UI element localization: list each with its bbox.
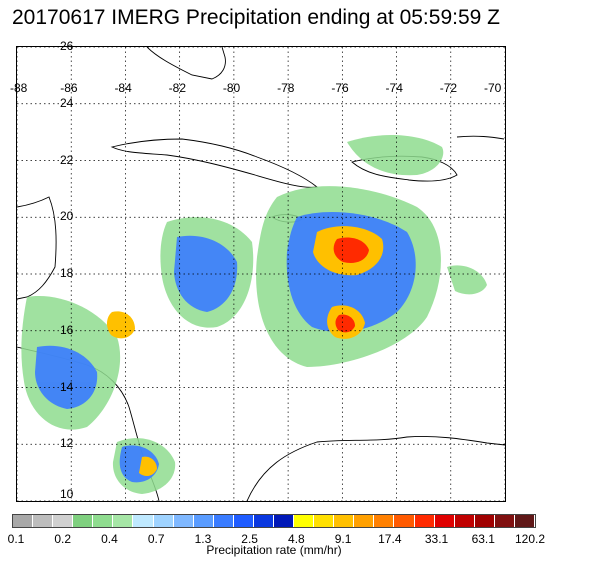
colorbar-swatch bbox=[414, 515, 435, 527]
lat-tick-label: 20 bbox=[60, 209, 74, 224]
colorbar-swatch bbox=[193, 515, 214, 527]
lon-tick-label: -88 bbox=[10, 81, 28, 95]
colorbar-tick-label: 0.4 bbox=[101, 532, 118, 546]
colorbar-swatch bbox=[153, 515, 174, 527]
colorbar-swatch bbox=[33, 515, 54, 527]
precipitation-map bbox=[16, 46, 506, 502]
lat-tick-label: 22 bbox=[60, 152, 74, 167]
colorbar-swatch bbox=[213, 515, 234, 527]
lat-tick-label: 18 bbox=[60, 266, 74, 280]
colorbar-tick-label: 0.2 bbox=[54, 532, 72, 546]
colorbar-label: Precipitation rate (mm/hr) bbox=[206, 543, 342, 557]
colorbar-swatch bbox=[454, 515, 475, 527]
colorbar-swatch bbox=[113, 515, 134, 527]
colorbar-swatch bbox=[173, 515, 194, 527]
colorbar-swatch bbox=[374, 515, 395, 527]
colorbar-swatch bbox=[253, 515, 275, 527]
colorbar-swatch bbox=[13, 515, 34, 527]
colorbar-swatch bbox=[354, 515, 375, 527]
lat-tick-label: 26 bbox=[60, 39, 74, 53]
precip-light bbox=[21, 135, 487, 494]
colorbar-swatch bbox=[93, 515, 114, 527]
map-title: 20170617 IMERG Precipitation ending at 0… bbox=[12, 6, 500, 29]
cuba-coast bbox=[110, 138, 319, 188]
colorbar-swatch bbox=[274, 515, 295, 527]
colorbar-swatch bbox=[53, 515, 74, 527]
colorbar-swatch bbox=[434, 515, 455, 527]
lon-tick-label: -74 bbox=[385, 81, 403, 95]
colorbar-swatch bbox=[294, 515, 315, 527]
colorbar-swatch bbox=[233, 515, 254, 527]
colorbar-tick-label: 33.1 bbox=[424, 532, 449, 546]
map-canvas bbox=[17, 47, 505, 501]
yucatan-coast bbox=[17, 196, 57, 300]
lon-tick-label: -84 bbox=[114, 81, 132, 95]
colorbar-tick-label: 2.5 bbox=[241, 532, 258, 546]
colorbar-tick-label: 0.7 bbox=[147, 532, 165, 546]
lon-tick-label: -70 bbox=[484, 81, 502, 95]
lat-tick-label: 14 bbox=[60, 379, 74, 394]
colorbar-tick-label: 63.1 bbox=[471, 532, 495, 546]
colorbar-swatch bbox=[73, 515, 94, 527]
colorbar-swatch bbox=[494, 515, 515, 527]
colorbar-swatch bbox=[314, 515, 335, 527]
colorbar-swatch bbox=[394, 515, 415, 527]
lat-tick-label: 24 bbox=[60, 95, 74, 110]
colorbar-tick-label: 1.3 bbox=[194, 532, 212, 546]
lon-tick-label: -72 bbox=[439, 81, 458, 95]
lon-tick-label: -76 bbox=[331, 81, 349, 95]
colorbar-tick-label: 17.4 bbox=[378, 532, 402, 546]
lat-tick-label: 10 bbox=[60, 487, 74, 501]
colorbar-swatch bbox=[514, 515, 536, 527]
lat-tick-label: 16 bbox=[60, 322, 74, 337]
colorbar-swatch bbox=[334, 515, 355, 527]
precipitation-colorbar bbox=[12, 514, 536, 528]
puerto-rico-coast bbox=[456, 135, 505, 140]
lon-tick-label: -80 bbox=[222, 81, 241, 95]
colorbar-swatch bbox=[133, 515, 154, 527]
lon-tick-label: -82 bbox=[168, 81, 186, 95]
colorbar-swatch bbox=[474, 515, 495, 527]
lon-tick-label: -78 bbox=[277, 81, 295, 95]
colorbar-tick-label: 0.1 bbox=[7, 532, 25, 546]
colorbar-tick-label: 120.2 bbox=[514, 532, 546, 546]
florida-coast bbox=[146, 47, 226, 80]
south-america-coast bbox=[246, 436, 505, 501]
lon-tick-label: -86 bbox=[60, 81, 78, 95]
lat-tick-label: 12 bbox=[60, 436, 74, 451]
colorbar-tick-label: 4.8 bbox=[288, 532, 305, 546]
precip-intense bbox=[333, 237, 369, 333]
lat-lon-grid bbox=[17, 47, 505, 501]
colorbar-tick-label: 9.1 bbox=[334, 532, 352, 546]
